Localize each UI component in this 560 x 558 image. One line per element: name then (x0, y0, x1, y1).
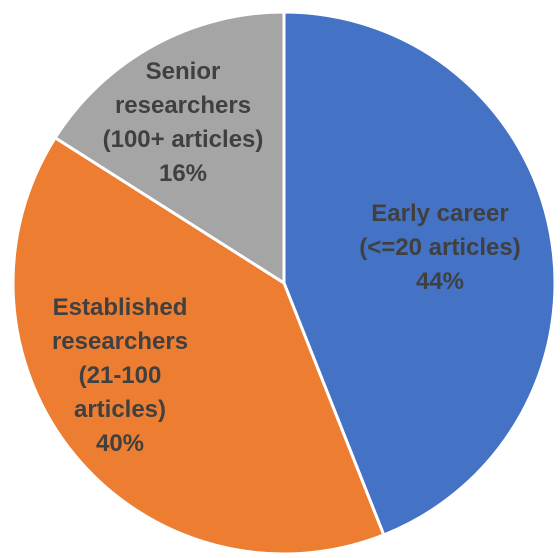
slice-label-established-researchers: Established researchers (21-100 articles) 40… (52, 294, 188, 457)
slice-label-early-career: Early career (<=20 articles) 44% (359, 200, 520, 295)
pie-slices (11, 10, 557, 556)
pie-slice-established-researchers (11, 136, 386, 556)
pie-slice-senior-researchers (53, 10, 286, 285)
slice-label-line: Early career (371, 200, 508, 227)
slice-label-line: 16% (159, 160, 207, 187)
slice-label-line: researchers (52, 328, 188, 355)
slice-label-line: articles) (74, 396, 166, 423)
slice-label-line: 40% (96, 430, 144, 457)
slice-label-line: (100+ articles) (103, 126, 264, 153)
slice-label-line: Senior (146, 58, 221, 85)
slice-label-senior-researchers: Senior researchers (100+ articles) 16% (103, 58, 264, 187)
pie-slice-early-career (282, 10, 557, 537)
slice-label-line: Established (53, 294, 188, 321)
slice-label-line: researchers (115, 92, 251, 119)
slice-label-line: (<=20 articles) (359, 234, 520, 261)
pie-labels: Early career (<=20 articles) 44% Establishe… (52, 58, 521, 457)
slice-label-line: 44% (416, 268, 464, 295)
slice-label-line: (21-100 (79, 362, 162, 389)
